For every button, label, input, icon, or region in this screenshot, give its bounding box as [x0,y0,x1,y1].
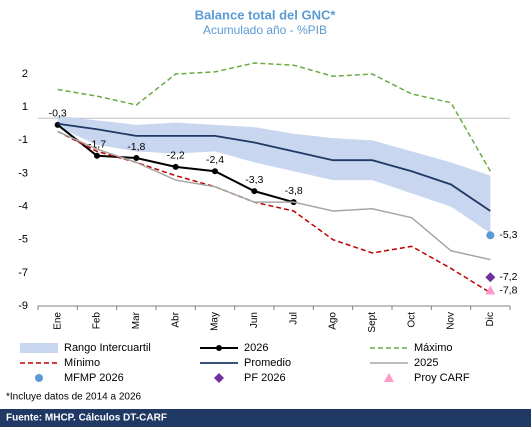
legend-label: Mínimo [64,357,100,369]
point [172,163,179,170]
legend-marker [216,345,222,351]
series-line [57,130,491,294]
x-tick-label: Mar [131,311,142,329]
data-label: -2,2 [167,150,185,162]
point [485,272,496,283]
legend-label: PF 2026 [244,372,286,384]
data-label: -2,4 [206,154,224,166]
point [486,231,495,240]
chart-subtitle: Acumulado año - %PIB [203,23,327,37]
legend-label: Rango Intercuartil [64,342,151,354]
data-label: -5,3 [499,229,517,241]
x-tick-label: Jun [249,312,260,328]
x-tick-label: Dic [485,312,496,326]
y-tick-label: -1 [18,134,28,146]
x-tick-label: Ago [328,312,339,330]
y-tick-label: -3 [18,167,28,179]
data-label: -3,3 [245,174,263,186]
data-label: -7,2 [499,271,517,283]
y-tick-label: -7 [18,267,28,279]
y-tick-label: -5 [18,234,28,246]
legend-marker [35,374,43,382]
chart-title: Balance total del GNC* [195,7,337,22]
footer-bar [0,409,531,427]
legend-label: Proy CARF [414,372,470,384]
legend-marker [214,373,224,383]
y-tick-label: 1 [22,101,28,113]
series-line [57,62,491,172]
y-tick-label: -4 [18,200,28,212]
legend-label: MFMP 2026 [64,372,124,384]
legend-label: 2026 [244,342,268,354]
y-tick-label: 2 [22,68,28,80]
footnote: *Incluye datos de 2014 a 2026 [6,392,142,403]
legend-marker [384,373,394,382]
point [251,188,258,195]
data-label: -3,8 [285,185,303,197]
y-tick-label: -9 [18,300,28,312]
point [133,154,140,161]
x-tick-label: Feb [92,312,103,330]
point [212,168,218,175]
interquartile-band [57,116,491,234]
point [94,152,100,159]
x-tick-label: Nov [446,312,457,330]
data-label: -7,8 [499,284,517,296]
data-label: -1,8 [127,141,145,153]
series-line [57,130,491,261]
legend-label: Máximo [414,342,453,354]
x-tick-label: Jul [288,312,299,325]
source: Fuente: MHCP. Cálculos DT-CARF [6,413,167,424]
legend-label: 2025 [414,357,438,369]
series-line [57,122,491,212]
x-tick-label: Sept [367,312,378,333]
x-tick-label: Oct [406,312,417,328]
legend-label: Promedio [244,357,291,369]
legend-swatch [20,343,58,353]
point [485,285,496,295]
x-tick-label: Ene [52,312,63,330]
x-tick-label: Abr [170,311,181,327]
x-tick-label: May [210,312,221,331]
data-label: -0,3 [49,108,67,120]
